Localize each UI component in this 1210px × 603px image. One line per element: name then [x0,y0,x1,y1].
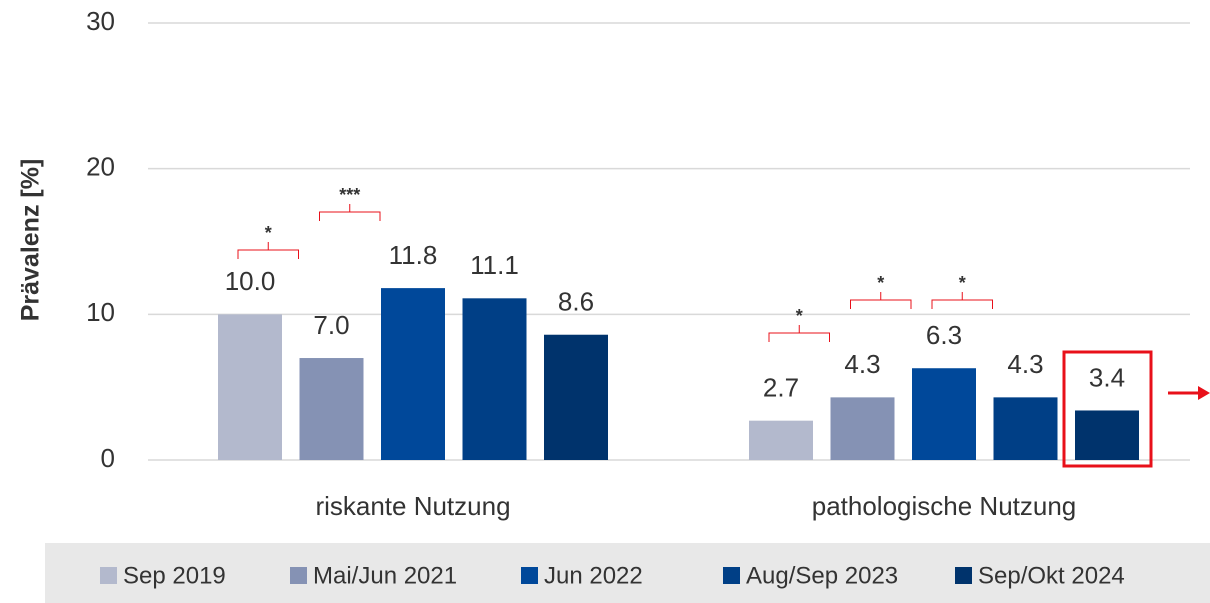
arrow-head [1198,386,1210,400]
value-label: 3.4 [1089,362,1125,392]
value-label: 11.1 [470,250,519,280]
bar [462,298,527,460]
value-label: 4.3 [1007,349,1043,379]
y-tick-label: 10 [86,297,115,327]
legend-swatch [723,567,740,584]
legend-swatch [521,567,538,584]
y-tick-label: 30 [86,6,115,36]
x-tick-label: riskante Nutzung [315,491,510,521]
bar [218,314,282,460]
significance-label: * [796,306,803,326]
significance-bracket [237,242,299,259]
value-label: 6.3 [926,320,962,350]
significance-bracket [768,325,830,342]
value-label: 2.7 [763,373,799,403]
legend-label: Sep/Okt 2024 [978,562,1125,589]
value-label: 7.0 [313,310,349,340]
bar [830,397,895,460]
significance-bracket [850,292,912,309]
x-tick-label: pathologische Nutzung [812,491,1077,521]
bar [299,358,364,460]
y-tick-label: 20 [86,152,115,182]
legend-swatch [290,567,307,584]
legend-background [45,543,1210,603]
legend-label: Sep 2019 [123,562,226,589]
significance-bracket [931,292,993,309]
value-label: 10.0 [225,266,276,296]
significance-label: *** [339,185,360,205]
y-axis-label: Prävalenz [%] [17,159,45,322]
significance-bracket [319,204,381,221]
bar [1075,410,1139,460]
bar [912,368,976,460]
y-tick-label: 0 [101,443,115,473]
bar [381,288,445,460]
legend-label: Mai/Jun 2021 [313,562,457,589]
legend-label: Jun 2022 [544,562,643,589]
value-label: 4.3 [844,349,880,379]
legend-swatch [955,567,972,584]
bar [749,420,813,460]
significance-label: * [959,273,966,293]
legend-label: Aug/Sep 2023 [746,562,898,589]
bar [993,397,1058,460]
bar [544,334,608,460]
highlight-box [1062,350,1153,468]
value-label: 11.8 [389,240,438,270]
significance-label: * [265,223,272,243]
legend-swatch [100,567,117,584]
value-label: 8.6 [558,287,594,317]
significance-label: * [877,273,884,293]
